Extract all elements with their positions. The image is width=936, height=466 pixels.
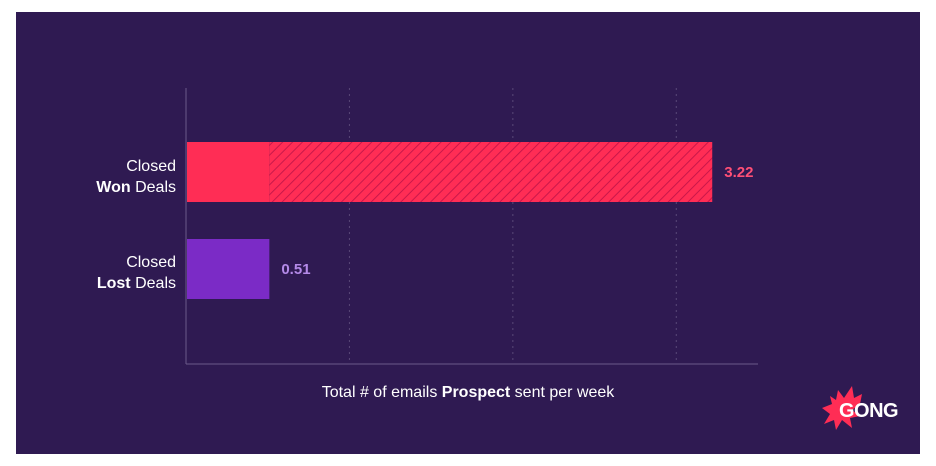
bar-chart: 3.22 0.51	[185, 88, 758, 365]
bar-won-hatched	[269, 142, 713, 202]
bar-lost	[187, 239, 270, 299]
gong-logo	[822, 386, 862, 430]
value-label-lost: 0.51	[281, 261, 310, 278]
category-label-lost: Closed Lost Deals	[96, 254, 176, 292]
category-label-won: Closed Won Deals	[96, 158, 176, 196]
logo-text: GONG	[839, 400, 899, 422]
x-axis-label: Total # of emails Prospect sent per week	[321, 384, 615, 401]
logo-burst	[822, 386, 862, 430]
bar-won-solid	[187, 142, 270, 202]
value-label-won: 3.22	[724, 164, 753, 181]
chart-panel: 3.22 0.51 Closed Won Deals Closed Lost De…	[16, 12, 920, 454]
